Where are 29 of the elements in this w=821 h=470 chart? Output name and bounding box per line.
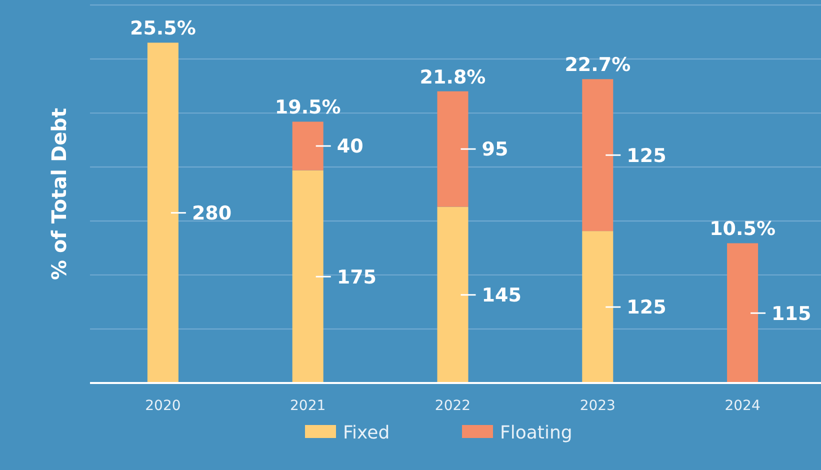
bar: [292, 170, 324, 383]
data-label: 280: [192, 202, 232, 224]
bar: [582, 231, 614, 383]
data-label: 40: [336, 136, 364, 158]
x-tick-label: 2023: [580, 398, 616, 414]
bar: [292, 122, 324, 170]
y-axis-title: % of Total Debt: [47, 108, 71, 280]
legend-label: Fixed: [343, 422, 390, 444]
bar: [437, 206, 468, 383]
data-label: 145: [482, 284, 522, 307]
data-label: 95: [482, 138, 508, 161]
x-tick-label: 2020: [145, 398, 181, 414]
annotation: 25.5%: [130, 18, 196, 40]
legend-label: Floating: [500, 422, 572, 444]
bar: [147, 42, 178, 383]
data-label: 175: [336, 266, 377, 288]
data-label: 125: [626, 144, 666, 167]
x-tick-label: 2024: [724, 398, 760, 414]
x-tick-label: 2021: [290, 398, 326, 414]
annotation: 22.7%: [564, 54, 631, 76]
bar: [727, 243, 758, 383]
annotation: 19.5%: [274, 96, 341, 119]
bar: [582, 79, 614, 232]
data-label: 125: [626, 296, 666, 319]
data-label: 115: [772, 302, 812, 325]
annotation: 21.8%: [420, 66, 486, 88]
annotation: 10.5%: [710, 218, 776, 240]
bar: [437, 91, 468, 207]
x-tick-label: 2022: [434, 398, 471, 414]
